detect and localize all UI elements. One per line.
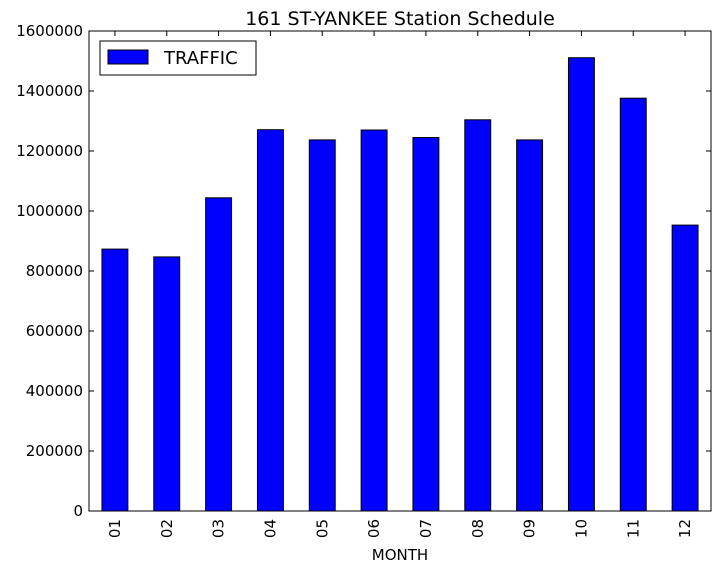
bar-04 (256, 129, 284, 512)
y-tick-label: 0 (73, 502, 83, 520)
x-axis-label: MONTH (372, 546, 428, 564)
x-axis: 01 02 03 04 05 06 07 08 09 10 11 12 (106, 31, 694, 538)
bar-06 (360, 129, 388, 512)
bar-11 (619, 97, 647, 512)
bar-05 (308, 139, 336, 512)
x-tick-label: 05 (313, 519, 331, 538)
legend: TRAFFIC (99, 40, 257, 76)
x-tick-label: 02 (158, 519, 176, 538)
x-tick-label: 03 (210, 519, 228, 538)
y-tick-label: 1000000 (16, 202, 83, 220)
chart-title: 161 ST-YANKEE Station Schedule (245, 8, 555, 30)
y-axis: 0 200000 400000 600000 800000 1000000 1200000 1… (16, 22, 711, 520)
bar-02 (153, 256, 181, 512)
legend-swatch (107, 49, 149, 65)
legend-label-traffic: TRAFFIC (163, 48, 238, 69)
bar-07 (412, 137, 440, 512)
y-tick-label: 800000 (26, 262, 83, 280)
x-tick-label: 12 (676, 519, 694, 538)
bar-09 (516, 139, 544, 512)
y-tick-label: 1600000 (16, 22, 83, 40)
bar-01 (101, 248, 129, 512)
y-tick-label: 400000 (26, 382, 83, 400)
bar-12 (671, 224, 699, 512)
x-tick-label: 04 (261, 519, 279, 538)
bar-08 (464, 119, 492, 512)
bar-10 (567, 57, 595, 512)
y-tick-label: 200000 (26, 442, 83, 460)
x-tick-label: 10 (572, 519, 590, 538)
bar-03 (205, 197, 233, 512)
x-tick-label: 11 (624, 519, 642, 538)
y-tick-label: 1200000 (16, 142, 83, 160)
x-tick-label: 07 (417, 519, 435, 538)
y-tick-label: 1400000 (16, 82, 83, 100)
x-tick-label: 08 (469, 519, 487, 538)
x-tick-label: 09 (521, 519, 539, 538)
y-tick-label: 600000 (26, 322, 83, 340)
x-tick-label: 01 (106, 519, 124, 538)
x-tick-label: 06 (365, 519, 383, 538)
bar-series (101, 57, 699, 512)
plot-frame (88, 30, 712, 512)
